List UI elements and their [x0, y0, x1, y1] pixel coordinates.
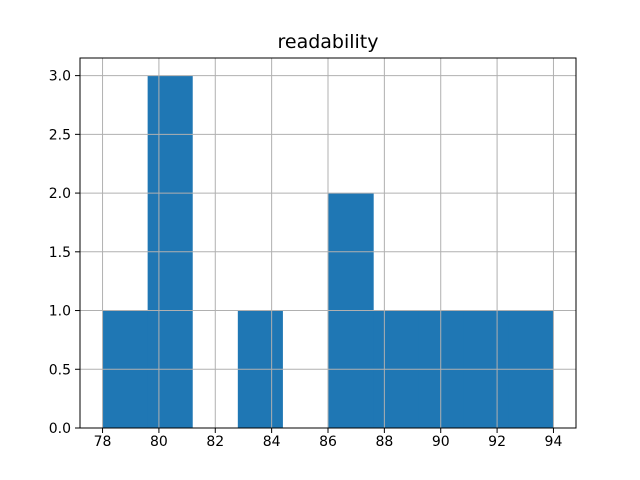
chart-title: readability: [277, 31, 378, 53]
x-tick-label: 84: [263, 434, 281, 450]
x-tick-label: 86: [319, 434, 337, 450]
x-tick-label: 78: [94, 434, 112, 450]
y-tick-label: 0.0: [49, 421, 71, 437]
x-tick-label: 80: [150, 434, 168, 450]
y-tick-label: 0.5: [49, 362, 71, 378]
x-tick-label: 94: [545, 434, 563, 450]
y-tick-label: 1.5: [49, 245, 71, 261]
x-tick-label: 90: [432, 434, 450, 450]
y-tick-label: 1.0: [49, 304, 71, 320]
x-tick-label: 88: [375, 434, 393, 450]
chart-layer: 78 80 82 84 86 88 90 92 94 0.0 0.5 1.0 1.5 2.0 2.5 3.0: [49, 57, 577, 450]
y-tick-label: 2.0: [49, 186, 71, 202]
y-tick-label: 3.0: [49, 69, 71, 85]
x-tick-label: 82: [206, 434, 224, 450]
x-tick-label: 92: [488, 434, 506, 450]
y-tick-label: 2.5: [49, 127, 71, 143]
